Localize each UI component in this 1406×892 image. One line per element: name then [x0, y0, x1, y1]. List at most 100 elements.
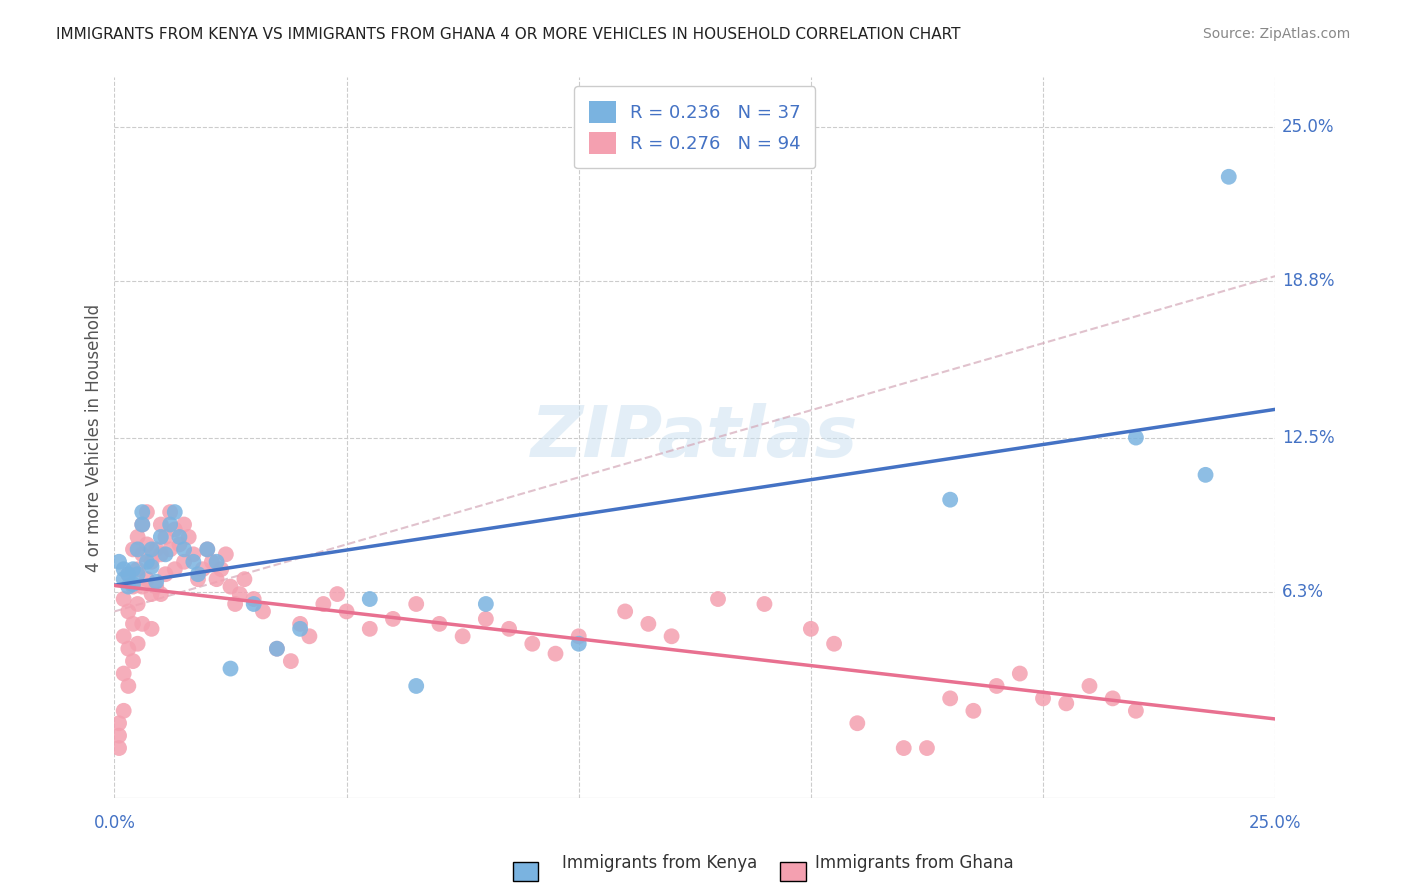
- Point: [135, 537, 157, 551]
- Point: [122, 580, 145, 594]
- Point: [122, 654, 145, 668]
- Point: [173, 555, 195, 569]
- Point: [498, 622, 520, 636]
- Point: [224, 597, 246, 611]
- Point: [169, 537, 191, 551]
- Point: [173, 517, 195, 532]
- Point: [1101, 691, 1123, 706]
- Text: 0.0%: 0.0%: [93, 814, 135, 832]
- Point: [637, 616, 659, 631]
- Point: [568, 629, 591, 643]
- Point: [298, 629, 321, 643]
- Point: [173, 542, 195, 557]
- Text: 25.0%: 25.0%: [1249, 814, 1302, 832]
- Point: [1008, 666, 1031, 681]
- Text: Immigrants from Ghana: Immigrants from Ghana: [815, 855, 1014, 872]
- Point: [108, 555, 131, 569]
- Point: [1125, 431, 1147, 445]
- Point: [209, 562, 232, 576]
- Point: [163, 562, 186, 576]
- Point: [159, 542, 181, 557]
- Point: [131, 505, 153, 519]
- Y-axis label: 4 or more Vehicles in Household: 4 or more Vehicles in Household: [86, 303, 103, 572]
- Point: [141, 559, 163, 574]
- Point: [145, 574, 167, 589]
- Point: [112, 562, 135, 576]
- Point: [359, 592, 381, 607]
- Point: [117, 580, 139, 594]
- Text: 12.5%: 12.5%: [1282, 428, 1334, 447]
- Point: [1078, 679, 1101, 693]
- Point: [122, 616, 145, 631]
- Point: [108, 741, 131, 756]
- Point: [915, 741, 938, 756]
- Point: [195, 542, 218, 557]
- Point: [117, 604, 139, 618]
- Point: [1194, 467, 1216, 482]
- Text: 18.8%: 18.8%: [1282, 272, 1334, 290]
- Point: [127, 597, 149, 611]
- Point: [108, 716, 131, 731]
- Point: [135, 555, 157, 569]
- Point: [939, 691, 962, 706]
- Point: [112, 629, 135, 643]
- Point: [522, 637, 544, 651]
- Point: [183, 547, 205, 561]
- Point: [823, 637, 845, 651]
- Point: [159, 505, 181, 519]
- Point: [141, 622, 163, 636]
- Point: [661, 629, 683, 643]
- Point: [429, 616, 451, 631]
- Point: [131, 547, 153, 561]
- Point: [846, 716, 869, 731]
- Point: [141, 555, 163, 569]
- Point: [475, 597, 498, 611]
- Point: [135, 505, 157, 519]
- Point: [141, 542, 163, 557]
- Point: [219, 580, 242, 594]
- Point: [962, 704, 984, 718]
- Point: [544, 647, 567, 661]
- Point: [127, 562, 149, 576]
- Point: [163, 523, 186, 537]
- Point: [112, 704, 135, 718]
- Point: [149, 530, 172, 544]
- Point: [127, 637, 149, 651]
- Point: [149, 547, 172, 561]
- Point: [326, 587, 349, 601]
- Point: [112, 572, 135, 586]
- Point: [127, 567, 149, 582]
- Point: [131, 517, 153, 532]
- Point: [169, 530, 191, 544]
- Point: [242, 597, 264, 611]
- Point: [187, 572, 209, 586]
- Point: [135, 572, 157, 586]
- Point: [219, 662, 242, 676]
- Point: [939, 492, 962, 507]
- Point: [117, 641, 139, 656]
- Point: [1054, 697, 1077, 711]
- Point: [986, 679, 1008, 693]
- Point: [405, 679, 427, 693]
- Point: [614, 604, 637, 618]
- Point: [117, 567, 139, 582]
- Text: 6.3%: 6.3%: [1282, 582, 1324, 600]
- Point: [266, 641, 288, 656]
- Text: Source: ZipAtlas.com: Source: ZipAtlas.com: [1202, 27, 1350, 41]
- Point: [800, 622, 823, 636]
- Point: [195, 542, 218, 557]
- Point: [145, 580, 167, 594]
- Point: [707, 592, 730, 607]
- Point: [145, 542, 167, 557]
- Point: [141, 587, 163, 601]
- Point: [187, 567, 209, 582]
- Point: [252, 604, 274, 618]
- Point: [205, 572, 228, 586]
- Point: [159, 517, 181, 532]
- Point: [177, 530, 200, 544]
- Point: [131, 580, 153, 594]
- Text: ZIPatlas: ZIPatlas: [531, 403, 859, 472]
- Point: [1125, 704, 1147, 718]
- Point: [229, 587, 252, 601]
- Point: [382, 612, 405, 626]
